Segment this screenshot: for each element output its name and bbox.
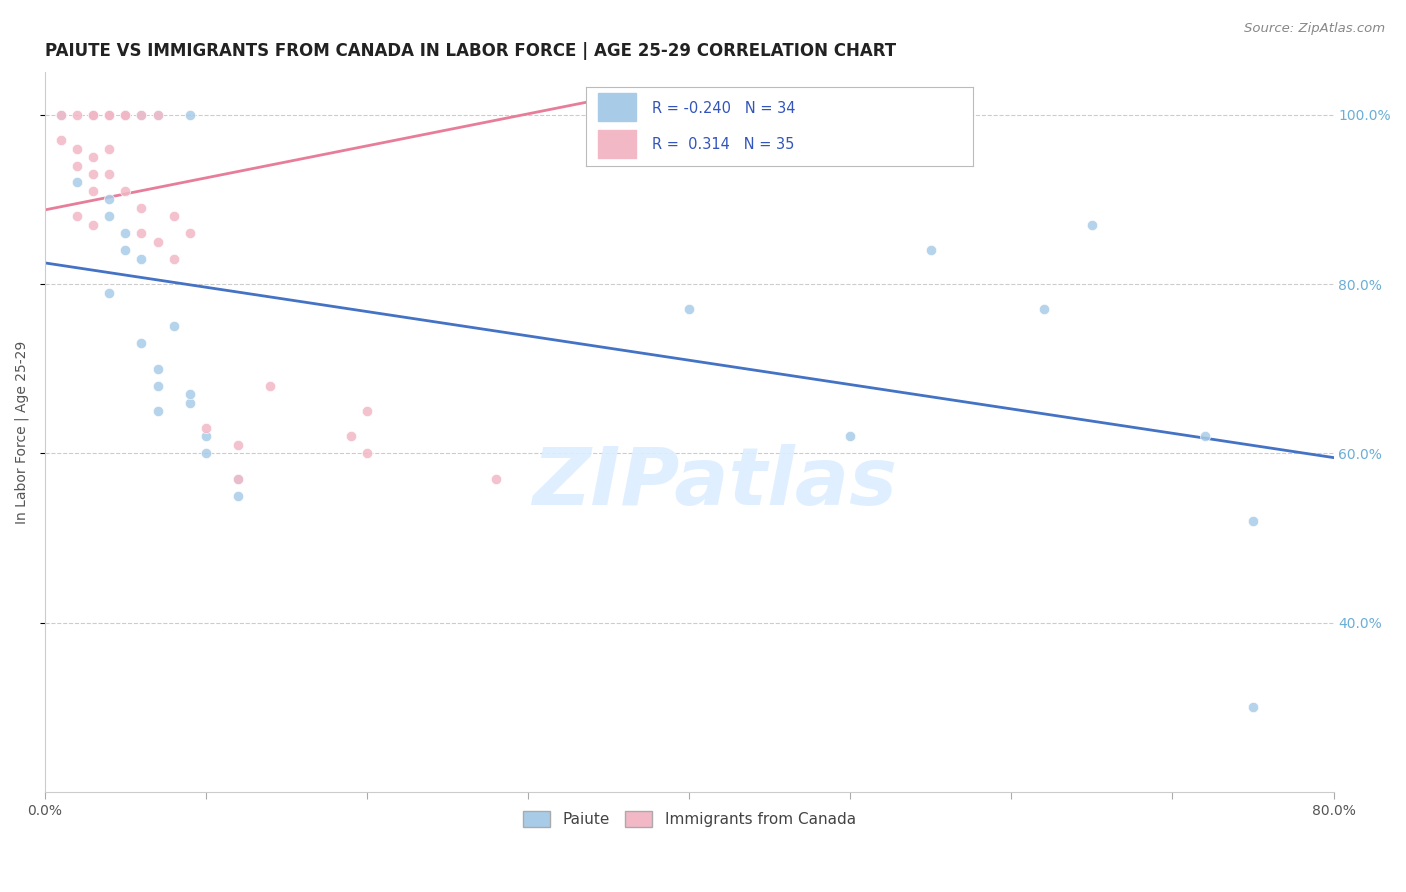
- Point: [114, 108, 136, 122]
- Point: [66, 142, 89, 156]
- Point: [114, 108, 136, 122]
- Point: [146, 108, 169, 122]
- Text: Source: ZipAtlas.com: Source: ZipAtlas.com: [1244, 22, 1385, 36]
- Point: [98, 142, 121, 156]
- Point: [839, 429, 862, 443]
- Point: [226, 472, 249, 486]
- Point: [66, 108, 89, 122]
- Point: [114, 227, 136, 241]
- Point: [356, 404, 378, 418]
- Point: [82, 167, 104, 181]
- Point: [131, 108, 153, 122]
- Point: [98, 108, 121, 122]
- Point: [146, 361, 169, 376]
- Text: ZIPatlas: ZIPatlas: [533, 443, 897, 522]
- Point: [98, 193, 121, 207]
- Point: [146, 235, 169, 249]
- Point: [131, 227, 153, 241]
- Point: [131, 336, 153, 351]
- Point: [226, 489, 249, 503]
- Point: [226, 438, 249, 452]
- Point: [146, 108, 169, 122]
- Point: [179, 395, 201, 409]
- Point: [485, 472, 508, 486]
- Point: [163, 252, 186, 266]
- Point: [49, 133, 72, 147]
- Point: [146, 378, 169, 392]
- Point: [66, 176, 89, 190]
- Point: [82, 108, 104, 122]
- Point: [194, 446, 217, 460]
- Point: [114, 108, 136, 122]
- Point: [194, 429, 217, 443]
- Point: [340, 429, 363, 443]
- Point: [226, 472, 249, 486]
- Point: [179, 387, 201, 401]
- Point: [1241, 700, 1264, 714]
- Point: [259, 378, 281, 392]
- Point: [82, 150, 104, 164]
- Text: PAIUTE VS IMMIGRANTS FROM CANADA IN LABOR FORCE | AGE 25-29 CORRELATION CHART: PAIUTE VS IMMIGRANTS FROM CANADA IN LABO…: [45, 42, 896, 60]
- Point: [179, 108, 201, 122]
- Point: [82, 218, 104, 232]
- Point: [114, 184, 136, 198]
- Point: [678, 302, 700, 317]
- Point: [49, 108, 72, 122]
- Point: [163, 210, 186, 224]
- Point: [131, 108, 153, 122]
- Point: [131, 252, 153, 266]
- Legend: Paiute, Immigrants from Canada: Paiute, Immigrants from Canada: [515, 804, 863, 835]
- Point: [163, 319, 186, 334]
- Point: [82, 108, 104, 122]
- Point: [49, 108, 72, 122]
- Point: [98, 285, 121, 300]
- Point: [179, 227, 201, 241]
- Point: [1081, 218, 1104, 232]
- Y-axis label: In Labor Force | Age 25-29: In Labor Force | Age 25-29: [15, 341, 30, 524]
- Point: [66, 159, 89, 173]
- Point: [131, 201, 153, 215]
- Point: [114, 108, 136, 122]
- Point: [98, 108, 121, 122]
- Point: [1241, 514, 1264, 528]
- Point: [98, 210, 121, 224]
- Point: [98, 167, 121, 181]
- Point: [194, 421, 217, 435]
- Point: [82, 108, 104, 122]
- Point: [1194, 429, 1216, 443]
- Point: [114, 243, 136, 257]
- Point: [146, 404, 169, 418]
- Point: [98, 108, 121, 122]
- Point: [356, 446, 378, 460]
- Point: [920, 243, 942, 257]
- Point: [82, 184, 104, 198]
- Point: [1032, 302, 1054, 317]
- Point: [66, 210, 89, 224]
